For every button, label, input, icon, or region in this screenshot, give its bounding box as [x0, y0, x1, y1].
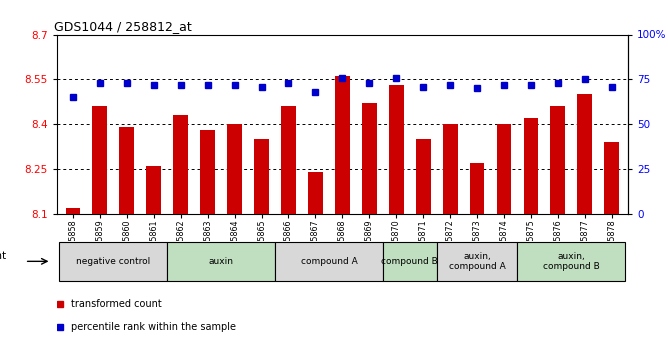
Bar — [443, 124, 458, 214]
Bar — [173, 115, 188, 214]
Text: auxin,
compound A: auxin, compound A — [449, 252, 506, 271]
Bar — [59, 241, 167, 281]
Bar — [200, 130, 215, 214]
Bar — [275, 241, 383, 281]
Bar — [308, 172, 323, 214]
Bar — [524, 118, 538, 214]
Bar — [389, 85, 403, 214]
Bar — [437, 241, 518, 281]
Bar — [227, 124, 242, 214]
Bar — [605, 142, 619, 214]
Bar — [496, 124, 512, 214]
Text: GDS1044 / 258812_at: GDS1044 / 258812_at — [54, 20, 192, 33]
Bar — [281, 106, 296, 214]
Bar — [65, 208, 80, 214]
Bar — [415, 139, 431, 214]
Text: transformed count: transformed count — [71, 299, 162, 309]
Bar — [335, 76, 350, 214]
Bar — [120, 127, 134, 214]
Text: agent: agent — [0, 251, 7, 261]
Bar — [146, 166, 161, 214]
Bar — [92, 106, 108, 214]
Bar — [470, 163, 484, 214]
Text: percentile rank within the sample: percentile rank within the sample — [71, 322, 236, 332]
Bar — [550, 106, 565, 214]
Text: compound B: compound B — [381, 257, 438, 266]
Bar — [362, 103, 377, 214]
Bar — [254, 139, 269, 214]
Text: auxin: auxin — [208, 257, 234, 266]
Bar — [383, 241, 437, 281]
Text: negative control: negative control — [76, 257, 150, 266]
Bar — [577, 94, 593, 214]
Text: auxin,
compound B: auxin, compound B — [543, 252, 600, 271]
Bar — [167, 241, 275, 281]
Bar — [518, 241, 625, 281]
Text: compound A: compound A — [301, 257, 357, 266]
